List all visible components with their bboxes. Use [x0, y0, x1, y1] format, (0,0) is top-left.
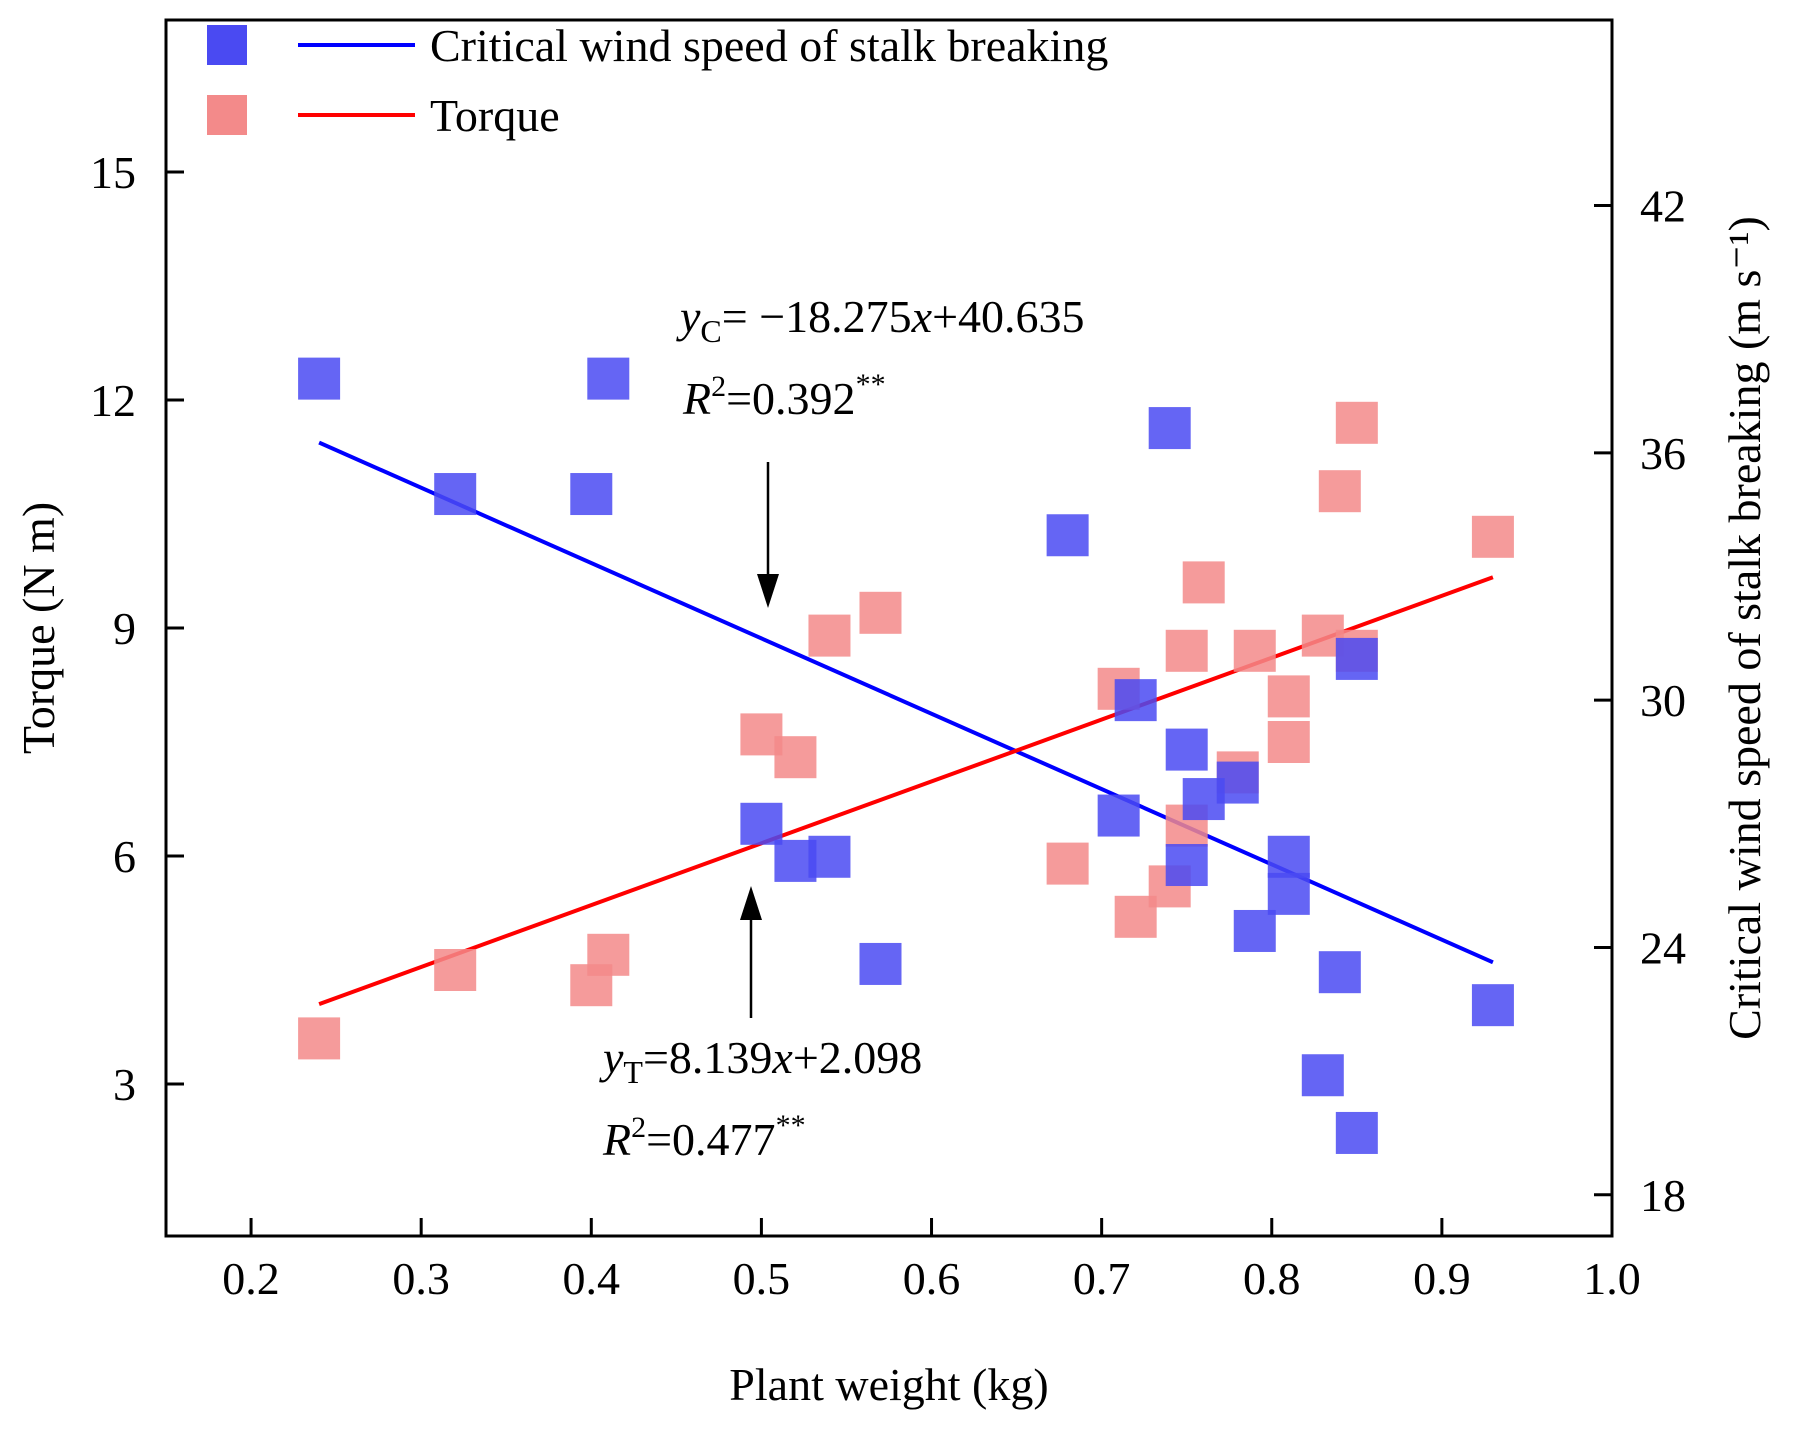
- marker-s1-18: [1267, 721, 1310, 763]
- marker-s0-6: [808, 835, 851, 878]
- marker-s1-3: [587, 933, 630, 976]
- x-tick-label-1: 0.3: [392, 1253, 450, 1304]
- marker-s0-4: [740, 802, 783, 845]
- x-tick-label-2: 0.4: [563, 1253, 621, 1304]
- y-right-tick-label-4: 42: [1640, 180, 1686, 231]
- marker-s1-21: [1335, 401, 1378, 444]
- marker-s1-5: [774, 736, 817, 779]
- y-right-tick-label-2: 30: [1640, 675, 1686, 726]
- marker-s1-1: [434, 949, 477, 991]
- x-tick-label-3: 0.5: [733, 1253, 791, 1304]
- marker-s1-17: [1267, 675, 1310, 718]
- scatter-markers: [298, 357, 1514, 1154]
- marker-s0-0: [298, 357, 341, 400]
- y-left-tick-label-0: 3: [113, 1059, 136, 1110]
- y-left-tick-label-3: 12: [90, 375, 136, 426]
- fit-line-1: [318, 575, 1494, 1006]
- axis-ticks: [166, 170, 1614, 1236]
- x-tick-label-8: 1.0: [1583, 1253, 1641, 1304]
- x-tick-label-5: 0.7: [1073, 1253, 1131, 1304]
- r2-wind-speed: R2=0.392**: [682, 368, 886, 424]
- marker-s1-0: [298, 1017, 341, 1060]
- fit-line-0: [318, 440, 1494, 965]
- marker-s0-11: [1148, 407, 1191, 450]
- axis-labels: 0.2 0.3 0.4 0.5 0.6 0.7 0.8 0.9 1.03691215182430…: [13, 147, 1770, 1410]
- y-right-tick-label-3: 36: [1640, 428, 1686, 479]
- marker-s0-16: [1233, 909, 1276, 952]
- legend: Critical wind speed of stalk breaking Tor…: [207, 20, 1108, 141]
- x-tick-label-4: 0.6: [903, 1253, 961, 1304]
- marker-s0-12: [1165, 728, 1208, 771]
- marker-s1-8: [1046, 842, 1089, 885]
- marker-s1-16: [1233, 629, 1276, 672]
- marker-s0-3: [587, 357, 630, 400]
- equation-wind-speed: yC= −18.275x+40.635: [676, 291, 1085, 349]
- x-tick-label-0: 0.2: [222, 1253, 280, 1304]
- marker-s1-7: [859, 591, 902, 634]
- fit-lines: [318, 440, 1494, 1006]
- arrow-torque-head: [740, 886, 762, 920]
- y-left-axis-title: Torque (N m): [13, 502, 64, 754]
- marker-s0-18: [1267, 872, 1310, 915]
- marker-s1-23: [1471, 515, 1514, 558]
- arrow-wind-speed-head: [757, 574, 779, 608]
- legend-label-0: Critical wind speed of stalk breaking: [430, 20, 1108, 71]
- marker-s1-13: [1165, 629, 1208, 672]
- r2-torque: R2=0.477**: [602, 1109, 806, 1165]
- marker-s0-9: [1097, 794, 1140, 837]
- y-left-tick-label-2: 9: [113, 603, 136, 654]
- y-left-tick-label-4: 15: [90, 147, 136, 198]
- y-right-tick-label-1: 24: [1640, 922, 1686, 973]
- equation-torque: yT=8.139x+2.098: [599, 1032, 922, 1090]
- y-left-tick-label-1: 6: [113, 831, 136, 882]
- marker-s1-20: [1318, 470, 1361, 513]
- plot-frame: [164, 18, 1614, 1238]
- marker-s0-20: [1318, 951, 1361, 994]
- marker-s0-22: [1335, 1111, 1378, 1154]
- marker-s0-19: [1301, 1054, 1344, 1097]
- legend-marker-0: [207, 25, 247, 65]
- marker-s0-10: [1114, 679, 1157, 722]
- marker-s0-17: [1267, 835, 1310, 878]
- legend-label-1: Torque: [430, 90, 560, 141]
- marker-s0-1: [434, 473, 477, 516]
- marker-s1-14: [1182, 561, 1225, 604]
- marker-s0-2: [570, 473, 613, 516]
- marker-s0-13: [1165, 844, 1208, 887]
- marker-s0-7: [859, 942, 902, 985]
- y-right-axis-title: Critical wind speed of stalk breaking (m…: [1719, 216, 1770, 1040]
- x-tick-label-6: 0.8: [1243, 1253, 1301, 1304]
- annotations: yC= −18.275x+40.635 R2=0.392** yT=8.139x+2…: [599, 291, 1085, 1165]
- x-tick-label-7: 0.9: [1413, 1253, 1471, 1304]
- marker-s1-6: [808, 614, 851, 657]
- marker-s0-21: [1335, 637, 1378, 680]
- x-axis-title: Plant weight (kg): [729, 1359, 1048, 1410]
- y-right-tick-label-0: 18: [1640, 1170, 1686, 1221]
- marker-s0-23: [1471, 984, 1514, 1027]
- marker-s0-8: [1046, 514, 1089, 557]
- marker-s0-15: [1216, 761, 1259, 804]
- legend-marker-1: [207, 95, 247, 135]
